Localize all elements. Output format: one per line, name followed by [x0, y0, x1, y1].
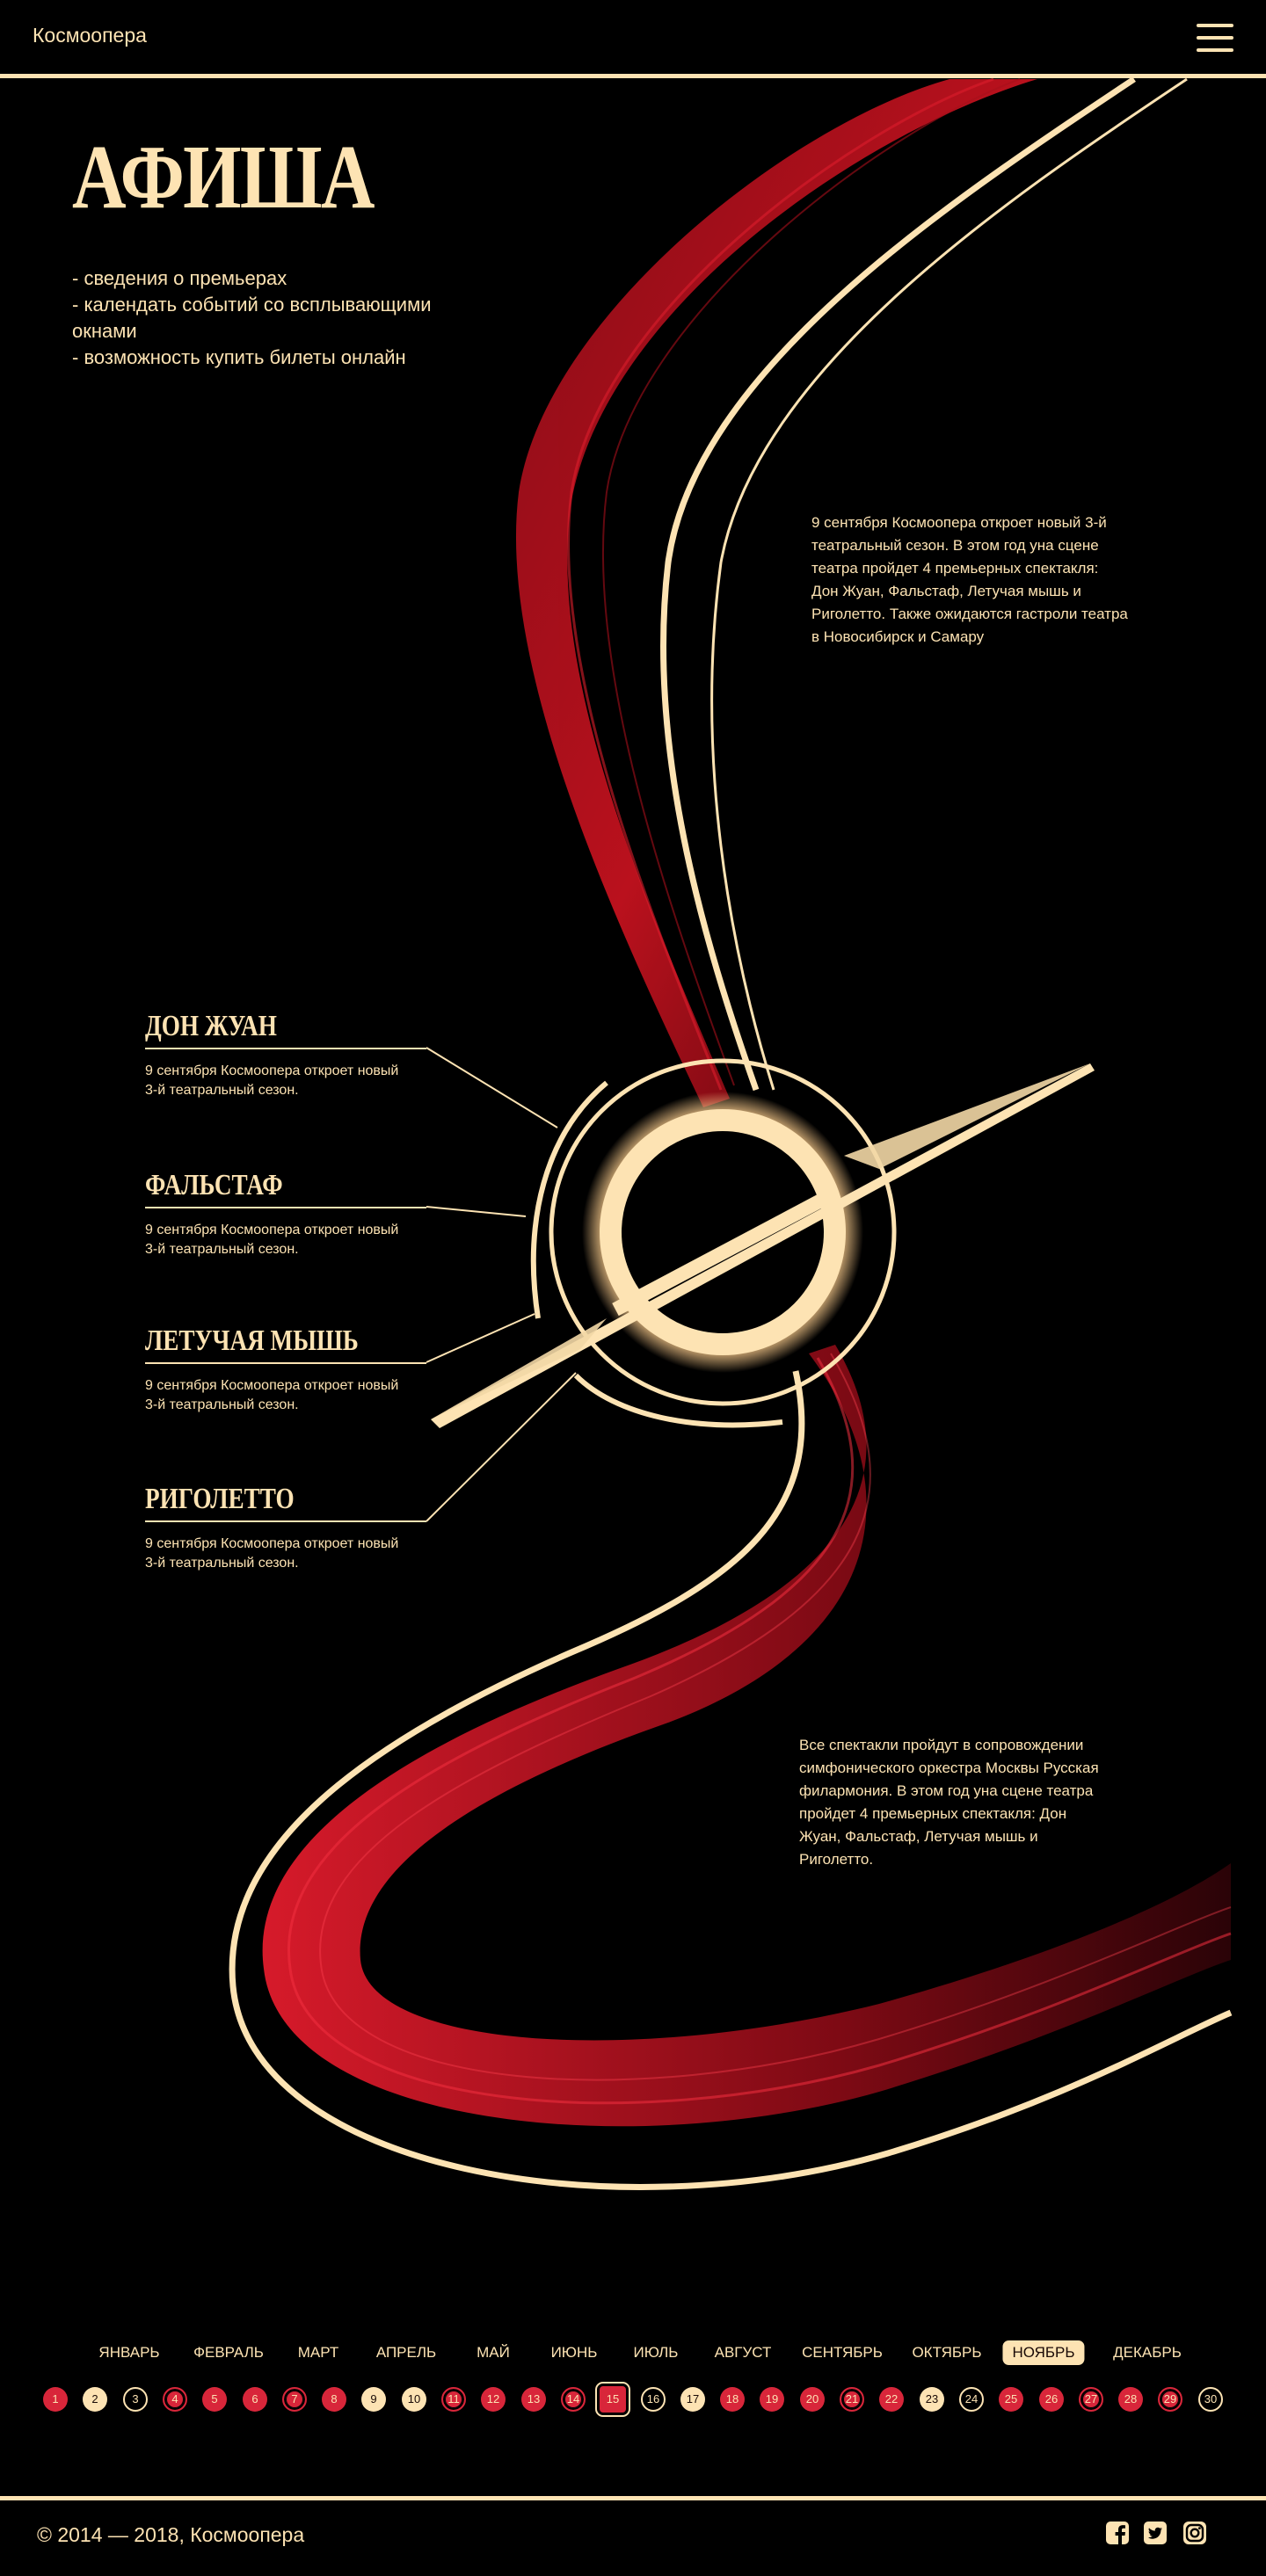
footer-divider [0, 2496, 1266, 2500]
show-underline [145, 1207, 426, 1208]
site-brand[interactable]: Космоопера [33, 24, 147, 47]
day-pill[interactable]: 27 [1079, 2387, 1103, 2412]
show-underline [145, 1048, 426, 1049]
day-pill[interactable]: 13 [521, 2387, 546, 2412]
site-header: Космоопера [0, 0, 1266, 76]
feature-item: - возможность купить билеты онлайн [72, 346, 406, 368]
orchestra-note: Все спектакли пройдут в сопровождении си… [799, 1737, 1099, 1868]
planet-arc-left [530, 1080, 608, 1319]
day-pill[interactable]: 14 [561, 2387, 586, 2412]
day-pill[interactable]: 8 [322, 2387, 346, 2412]
month-tab[interactable]: МАРТ [297, 2344, 339, 2361]
day-pill[interactable]: 18 [720, 2387, 745, 2412]
header-divider [0, 74, 1266, 78]
day-pill[interactable]: 2 [83, 2387, 107, 2412]
month-tab[interactable]: ДЕКАБРЬ [1113, 2344, 1182, 2361]
day-pill[interactable]: 3 [123, 2387, 148, 2412]
show-title[interactable]: ФАЛЬСТАФ [145, 1169, 283, 1201]
show-title[interactable]: ЛЕТУЧАЯ МЫШЬ [145, 1324, 359, 1357]
month-tab[interactable]: МАЙ [477, 2344, 510, 2361]
day-pill[interactable]: 22 [879, 2387, 904, 2412]
day-pill[interactable]: 9 [361, 2387, 386, 2412]
show-don-juan[interactable]: ДОН ЖУАН 9 сентября Космоопера откроет н… [145, 1009, 426, 1100]
menu-bar [1197, 36, 1233, 40]
month-tab[interactable]: АВГУСТ [714, 2344, 772, 2361]
day-pill[interactable]: 6 [243, 2387, 267, 2412]
month-selector: ЯНВАРЬ ФЕВРАЛЬ МАРТ АПРЕЛЬ МАЙ ИЮНЬ ИЮЛЬ… [0, 2340, 1266, 2367]
feature-item: - календать событий со всплывающими окна… [72, 294, 432, 342]
feature-list: - сведения о премьерах - календать событ… [72, 265, 477, 371]
label-connectors [426, 1047, 577, 1522]
day-pill[interactable]: 10 [402, 2387, 426, 2412]
menu-bar [1197, 48, 1233, 52]
show-title[interactable]: РИГОЛЕТТО [145, 1483, 295, 1515]
planet-arc-bottom [573, 1373, 783, 1428]
show-underline [145, 1362, 426, 1364]
month-tab-active[interactable]: НОЯБРЬ [1002, 2340, 1085, 2365]
show-description: 9 сентября Космоопера откроет новый 3-й … [145, 1063, 399, 1098]
day-pill[interactable]: 25 [999, 2387, 1023, 2412]
month-tab[interactable]: ИЮЛЬ [633, 2344, 679, 2361]
copyright: © 2014 — 2018, Космоопера [37, 2523, 305, 2546]
page-title: АФИША [72, 127, 375, 228]
month-tab[interactable]: АПРЕЛЬ [375, 2344, 437, 2361]
day-pill[interactable]: 17 [680, 2387, 705, 2412]
day-pill[interactable]: 24 [959, 2387, 984, 2412]
day-pill[interactable]: 12 [481, 2387, 506, 2412]
show-falstaff[interactable]: ФАЛЬСТАФ 9 сентября Космоопера откроет н… [145, 1168, 426, 1259]
season-note: 9 сентября Космоопера откроет новый 3-й … [811, 514, 1128, 645]
menu-bar [1197, 24, 1233, 27]
day-pill[interactable]: 1 [43, 2387, 68, 2412]
day-selector: 1 2 3 4 5 6 7 8 9 10 11 12 13 14 15 16 17 18 19 20 21 22 23 24 2… [0, 2382, 1266, 2422]
instagram-icon[interactable] [1182, 2521, 1207, 2545]
show-description: 9 сентября Космоопера откроет новый 3-й … [145, 1378, 399, 1412]
show-title[interactable]: ДОН ЖУАН [145, 1010, 277, 1042]
day-pill[interactable]: 21 [840, 2387, 864, 2412]
day-pill[interactable]: 26 [1039, 2387, 1064, 2412]
feature-item: - сведения о премьерах [72, 267, 287, 289]
day-pill[interactable]: 30 [1198, 2387, 1223, 2412]
hamburger-menu-icon[interactable] [1197, 24, 1233, 53]
day-pill[interactable]: 16 [641, 2387, 666, 2412]
day-pill[interactable]: 19 [760, 2387, 784, 2412]
day-pill[interactable]: 23 [920, 2387, 944, 2412]
show-die-fledermaus[interactable]: ЛЕТУЧАЯ МЫШЬ 9 сентября Космоопера откро… [145, 1324, 426, 1415]
show-description: 9 сентября Космоопера откроет новый 3-й … [145, 1536, 399, 1571]
day-pill[interactable]: 11 [441, 2387, 466, 2412]
show-underline [145, 1520, 426, 1522]
show-description: 9 сентября Космоопера откроет новый 3-й … [145, 1223, 399, 1257]
month-tab[interactable]: ИЮНЬ [550, 2344, 598, 2361]
month-tab[interactable]: ФЕВРАЛЬ [193, 2344, 264, 2361]
day-pill[interactable]: 7 [282, 2387, 307, 2412]
day-pill[interactable]: 20 [800, 2387, 825, 2412]
month-tab[interactable]: ЯНВАРЬ [98, 2344, 160, 2361]
day-pill[interactable]: 29 [1158, 2387, 1182, 2412]
day-pill[interactable]: 28 [1118, 2387, 1143, 2412]
day-selected[interactable]: 15 [595, 2382, 630, 2417]
day-pill[interactable]: 5 [202, 2387, 227, 2412]
month-tab[interactable]: ОКТЯБРЬ [912, 2344, 982, 2361]
show-rigoletto[interactable]: РИГОЛЕТТО 9 сентября Космоопера откроет … [145, 1482, 426, 1573]
day-pill[interactable]: 4 [163, 2387, 187, 2412]
twitter-icon[interactable] [1143, 2521, 1168, 2545]
facebook-icon[interactable] [1105, 2521, 1130, 2545]
month-tab[interactable]: СЕНТЯБРЬ [802, 2344, 883, 2361]
planet [431, 1058, 1095, 1428]
